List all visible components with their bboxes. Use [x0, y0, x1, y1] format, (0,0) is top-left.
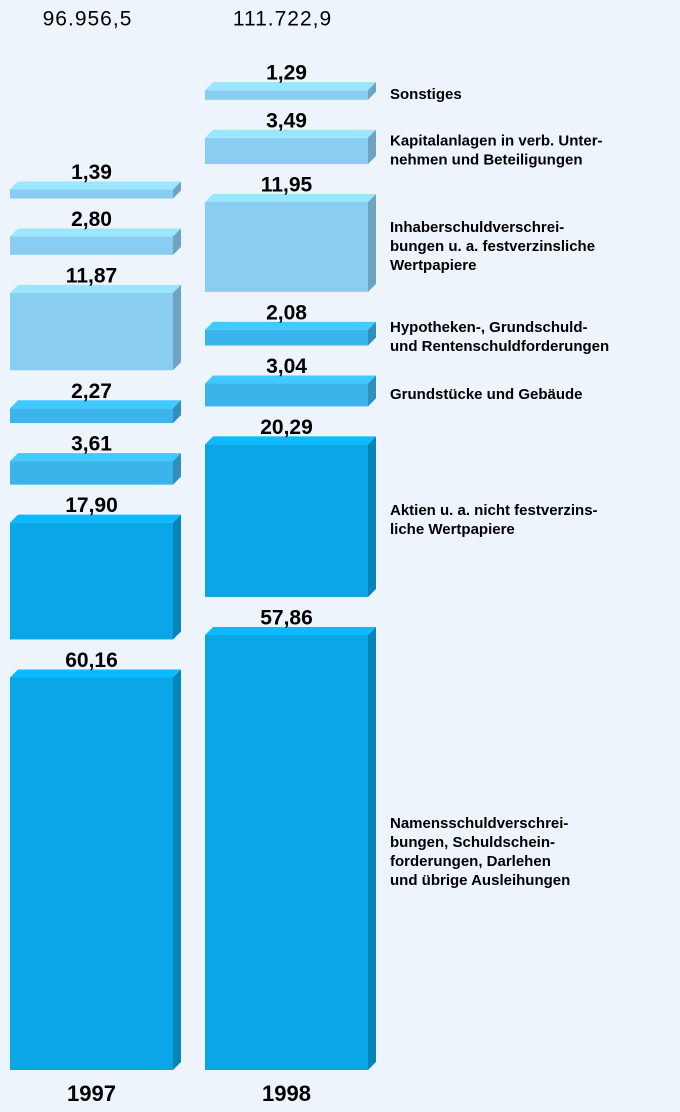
category-label: Namensschuldverschrei- — [390, 815, 568, 832]
bar-top — [205, 129, 376, 138]
category-label: nehmen und Beteiligungen — [390, 151, 583, 168]
category-label: Hypotheken-, Grundschuld- — [390, 319, 588, 336]
bar-top — [205, 321, 376, 330]
bar-top — [10, 453, 181, 462]
data-label: 60,16 — [65, 649, 118, 672]
bar-top — [10, 514, 181, 523]
bar — [10, 408, 173, 424]
bar-top — [205, 82, 376, 91]
category-label: und Rentenschuldforderungen — [390, 338, 609, 355]
bar — [10, 236, 173, 255]
data-label: 11,87 — [66, 264, 117, 287]
bar-top — [10, 669, 181, 678]
bar-top — [205, 375, 376, 384]
bar-top — [10, 228, 181, 237]
category-label: Kapitalanlagen in verb. Unter- — [390, 132, 603, 149]
data-label: 17,90 — [65, 494, 118, 517]
total-label: 96.956,5 — [43, 8, 133, 31]
data-label: 57,86 — [260, 607, 313, 630]
data-label: 2,08 — [266, 301, 307, 324]
bar-top — [205, 436, 376, 445]
data-label: 3,61 — [71, 433, 112, 456]
bar — [205, 90, 368, 100]
bar-side — [173, 181, 181, 199]
category-label: Wertpapiere — [390, 257, 476, 274]
data-label: 1,39 — [71, 161, 112, 184]
bar-side — [173, 453, 181, 485]
bar-top — [10, 181, 181, 190]
bar — [205, 444, 368, 597]
bar — [205, 202, 368, 292]
bar — [10, 292, 173, 371]
data-label: 20,29 — [260, 416, 313, 439]
bar-side — [368, 626, 376, 1070]
bar-side — [173, 228, 181, 255]
bar-side — [368, 375, 376, 407]
data-label: 3,49 — [266, 109, 307, 132]
bar — [10, 522, 173, 640]
bar-side — [368, 129, 376, 165]
bar-top — [205, 194, 376, 203]
bar — [205, 329, 368, 346]
bar-side — [173, 514, 181, 640]
data-label: 1,29 — [266, 62, 307, 85]
bar-side — [368, 436, 376, 597]
category-label: Sonstiges — [390, 86, 462, 103]
data-label: 2,27 — [71, 380, 112, 403]
data-label: 2,80 — [71, 208, 112, 231]
bar — [10, 461, 173, 485]
bar-top — [10, 284, 181, 293]
bar-side — [173, 400, 181, 424]
bar-side — [368, 194, 376, 292]
bar-side — [368, 321, 376, 346]
data-label: 3,04 — [266, 355, 307, 378]
bar-side — [368, 82, 376, 100]
category-label: liche Wertpapiere — [390, 521, 515, 538]
category-label: und übrige Ausleihungen — [390, 872, 570, 889]
category-label: Grundstücke und Gebäude — [390, 386, 583, 403]
data-label: 11,95 — [261, 174, 313, 197]
bar-side — [173, 669, 181, 1070]
bar-top — [10, 400, 181, 409]
bar — [205, 383, 368, 407]
year-label: 1998 — [262, 1081, 311, 1106]
bar — [10, 189, 173, 199]
bar — [205, 137, 368, 165]
category-label: Inhaberschuldverschrei- — [390, 219, 564, 236]
bar-top — [205, 626, 376, 635]
total-label: 111.722,9 — [233, 8, 332, 31]
category-label: bungen, Schuldschein- — [390, 834, 555, 851]
category-label: forderungen, Darlehen — [390, 853, 551, 870]
category-label: bungen u. a. festverzinsliche — [390, 238, 595, 255]
year-label: 1997 — [67, 1081, 116, 1106]
bar — [10, 677, 173, 1070]
category-label: Aktien u. a. nicht festverzins- — [390, 502, 598, 519]
bar-side — [173, 284, 181, 371]
bar — [205, 634, 368, 1070]
